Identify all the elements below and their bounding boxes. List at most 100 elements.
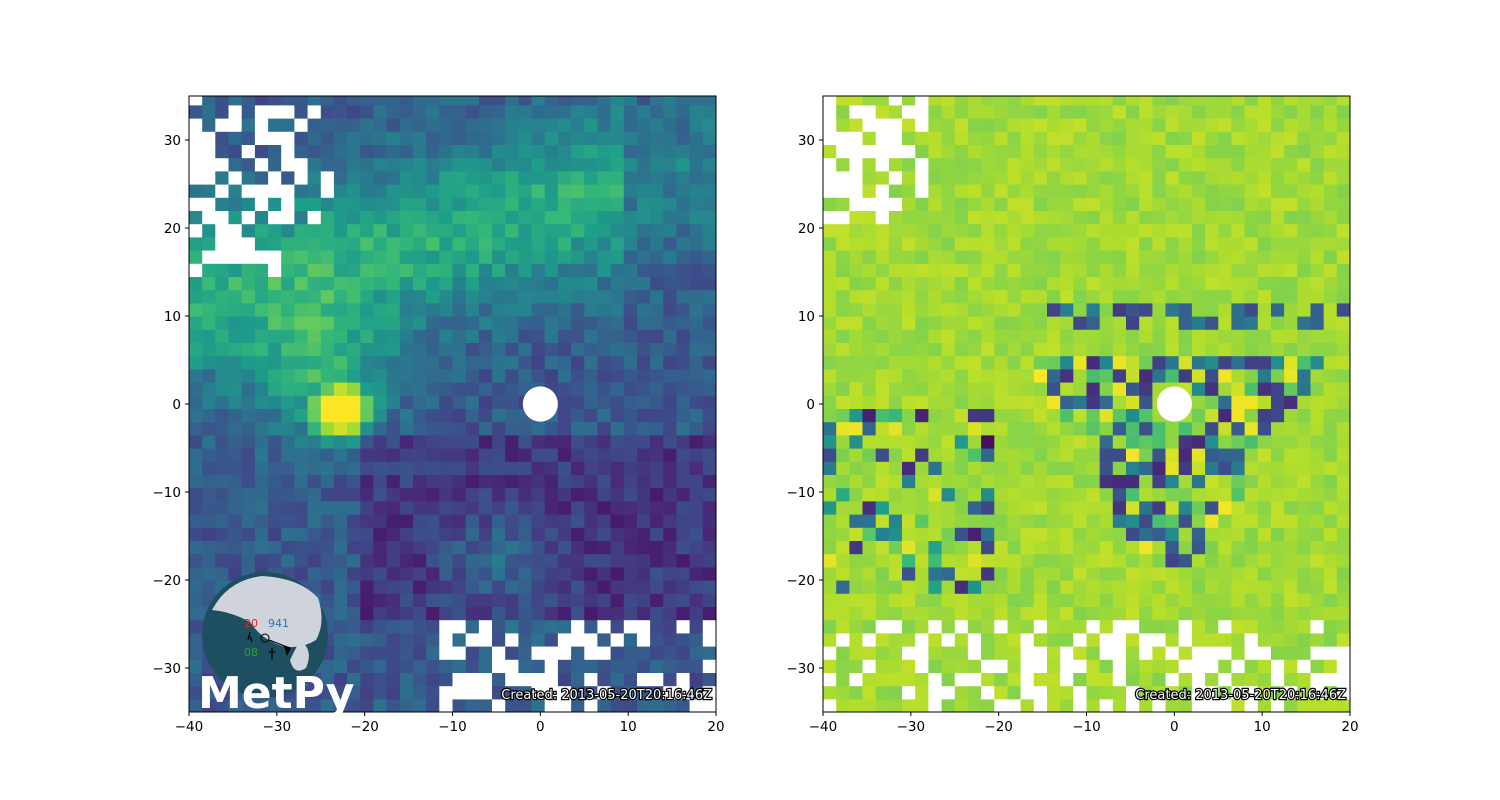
right-field-cell: [981, 96, 995, 106]
logo-station-value-red: 20: [244, 617, 258, 630]
right-field-cell: [1178, 157, 1193, 172]
left-field-cell: [518, 197, 533, 211]
left-field-cell: [241, 421, 256, 436]
left-field-cell: [623, 672, 638, 687]
right-field-cell: [1112, 659, 1127, 673]
right-field-cell: [1231, 540, 1246, 555]
left-field-cell: [228, 408, 243, 423]
left-field-cell: [307, 408, 322, 423]
right-field-cell: [1271, 698, 1285, 712]
right-field-cell: [1033, 157, 1048, 172]
left-field-cell: [610, 316, 625, 330]
left-field-cell: [333, 553, 348, 568]
right-field-cell: [1310, 553, 1325, 568]
left-field-cell: [571, 408, 585, 423]
right-field-cell: [849, 527, 864, 541]
right-field-cell: [1336, 250, 1350, 264]
left-field-cell: [373, 685, 388, 700]
left-field-cell: [373, 170, 388, 185]
right-field-cell: [823, 698, 837, 712]
right-field-cell: [1336, 553, 1350, 568]
left-field-cell: [478, 593, 493, 607]
right-field-cell: [915, 487, 929, 502]
right-field-cell: [849, 104, 864, 119]
right-field-cell: [1033, 514, 1048, 528]
left-field-cell: [426, 434, 440, 449]
right-field-cell: [1323, 118, 1338, 132]
left-field-cell: [399, 500, 414, 515]
left-field-cell: [281, 250, 295, 264]
right-field-cell: [1310, 540, 1325, 555]
right-field-cell: [1033, 685, 1048, 700]
right-field-cell: [1231, 514, 1246, 528]
left-field-cell: [702, 157, 716, 172]
right-field-cell: [902, 632, 916, 647]
right-field-cell: [928, 276, 943, 291]
left-field-cell: [439, 672, 454, 687]
left-field-cell: [281, 118, 295, 132]
left-field-cell: [452, 580, 467, 594]
left-field-cell: [557, 632, 572, 647]
left-field-cell: [399, 223, 414, 238]
left-field-cell: [584, 487, 599, 502]
left-x-tick-label: −40: [175, 719, 204, 735]
left-field-cell: [531, 144, 546, 159]
left-field-cell: [215, 250, 230, 264]
right-field-cell: [981, 276, 995, 291]
right-field-cell: [941, 382, 956, 396]
left-field-cell: [610, 250, 625, 264]
right-field-cell: [1257, 289, 1272, 304]
right-field-cell: [1244, 619, 1259, 634]
right-field-cell: [967, 619, 982, 634]
right-field-cell: [875, 566, 890, 581]
left-field-cell: [676, 368, 691, 383]
right-field-cell: [1099, 540, 1114, 555]
left-field-cell: [531, 104, 546, 119]
left-field-cell: [465, 184, 480, 198]
right-field-cell: [928, 580, 943, 594]
right-field-cell: [888, 448, 903, 462]
left-field-cell: [241, 500, 256, 515]
left-field-cell: [544, 685, 559, 700]
right-field-cell: [1086, 236, 1101, 251]
right-field-cell: [994, 606, 1009, 621]
left-field-cell: [439, 368, 454, 383]
right-field-cell: [1178, 646, 1193, 660]
right-field-cell: [875, 197, 890, 211]
right-field-cell: [1191, 487, 1206, 502]
right-field-cell: [1323, 434, 1338, 449]
right-field-cell: [1073, 382, 1088, 396]
left-field-cell: [215, 96, 230, 106]
right-field-cell: [1126, 289, 1140, 304]
left-field-cell: [465, 170, 480, 185]
right-field-cell: [1060, 236, 1074, 251]
right-field-cell: [1231, 659, 1246, 673]
left-field-cell: [571, 382, 585, 396]
right-field-cell: [1126, 184, 1140, 198]
left-field-cell: [584, 408, 599, 423]
left-field-cell: [452, 487, 467, 502]
left-field-cell: [439, 434, 454, 449]
left-field-cell: [505, 448, 519, 462]
right-field-cell: [1047, 632, 1061, 647]
right-field-cell: [1060, 96, 1074, 106]
right-field-cell: [862, 329, 877, 343]
left-field-cell: [584, 606, 599, 621]
right-field-cell: [1126, 302, 1140, 317]
left-field-cell: [531, 342, 546, 357]
right-field-cell: [1086, 276, 1101, 291]
left-field-cell: [294, 104, 309, 119]
left-field-cell: [360, 646, 375, 660]
left-field-cell: [413, 104, 427, 119]
right-field-cell: [902, 104, 916, 119]
left-field-cell: [571, 527, 585, 541]
right-field-cell: [1218, 672, 1233, 687]
right-field-cell: [862, 487, 877, 502]
right-field-cell: [967, 276, 982, 291]
left-field-cell: [518, 184, 533, 198]
right-field-cell: [1007, 170, 1022, 185]
right-field-cell: [862, 210, 877, 225]
left-field-cell: [702, 566, 716, 581]
right-field-cell: [1139, 500, 1153, 515]
left-field-cell: [518, 276, 533, 291]
